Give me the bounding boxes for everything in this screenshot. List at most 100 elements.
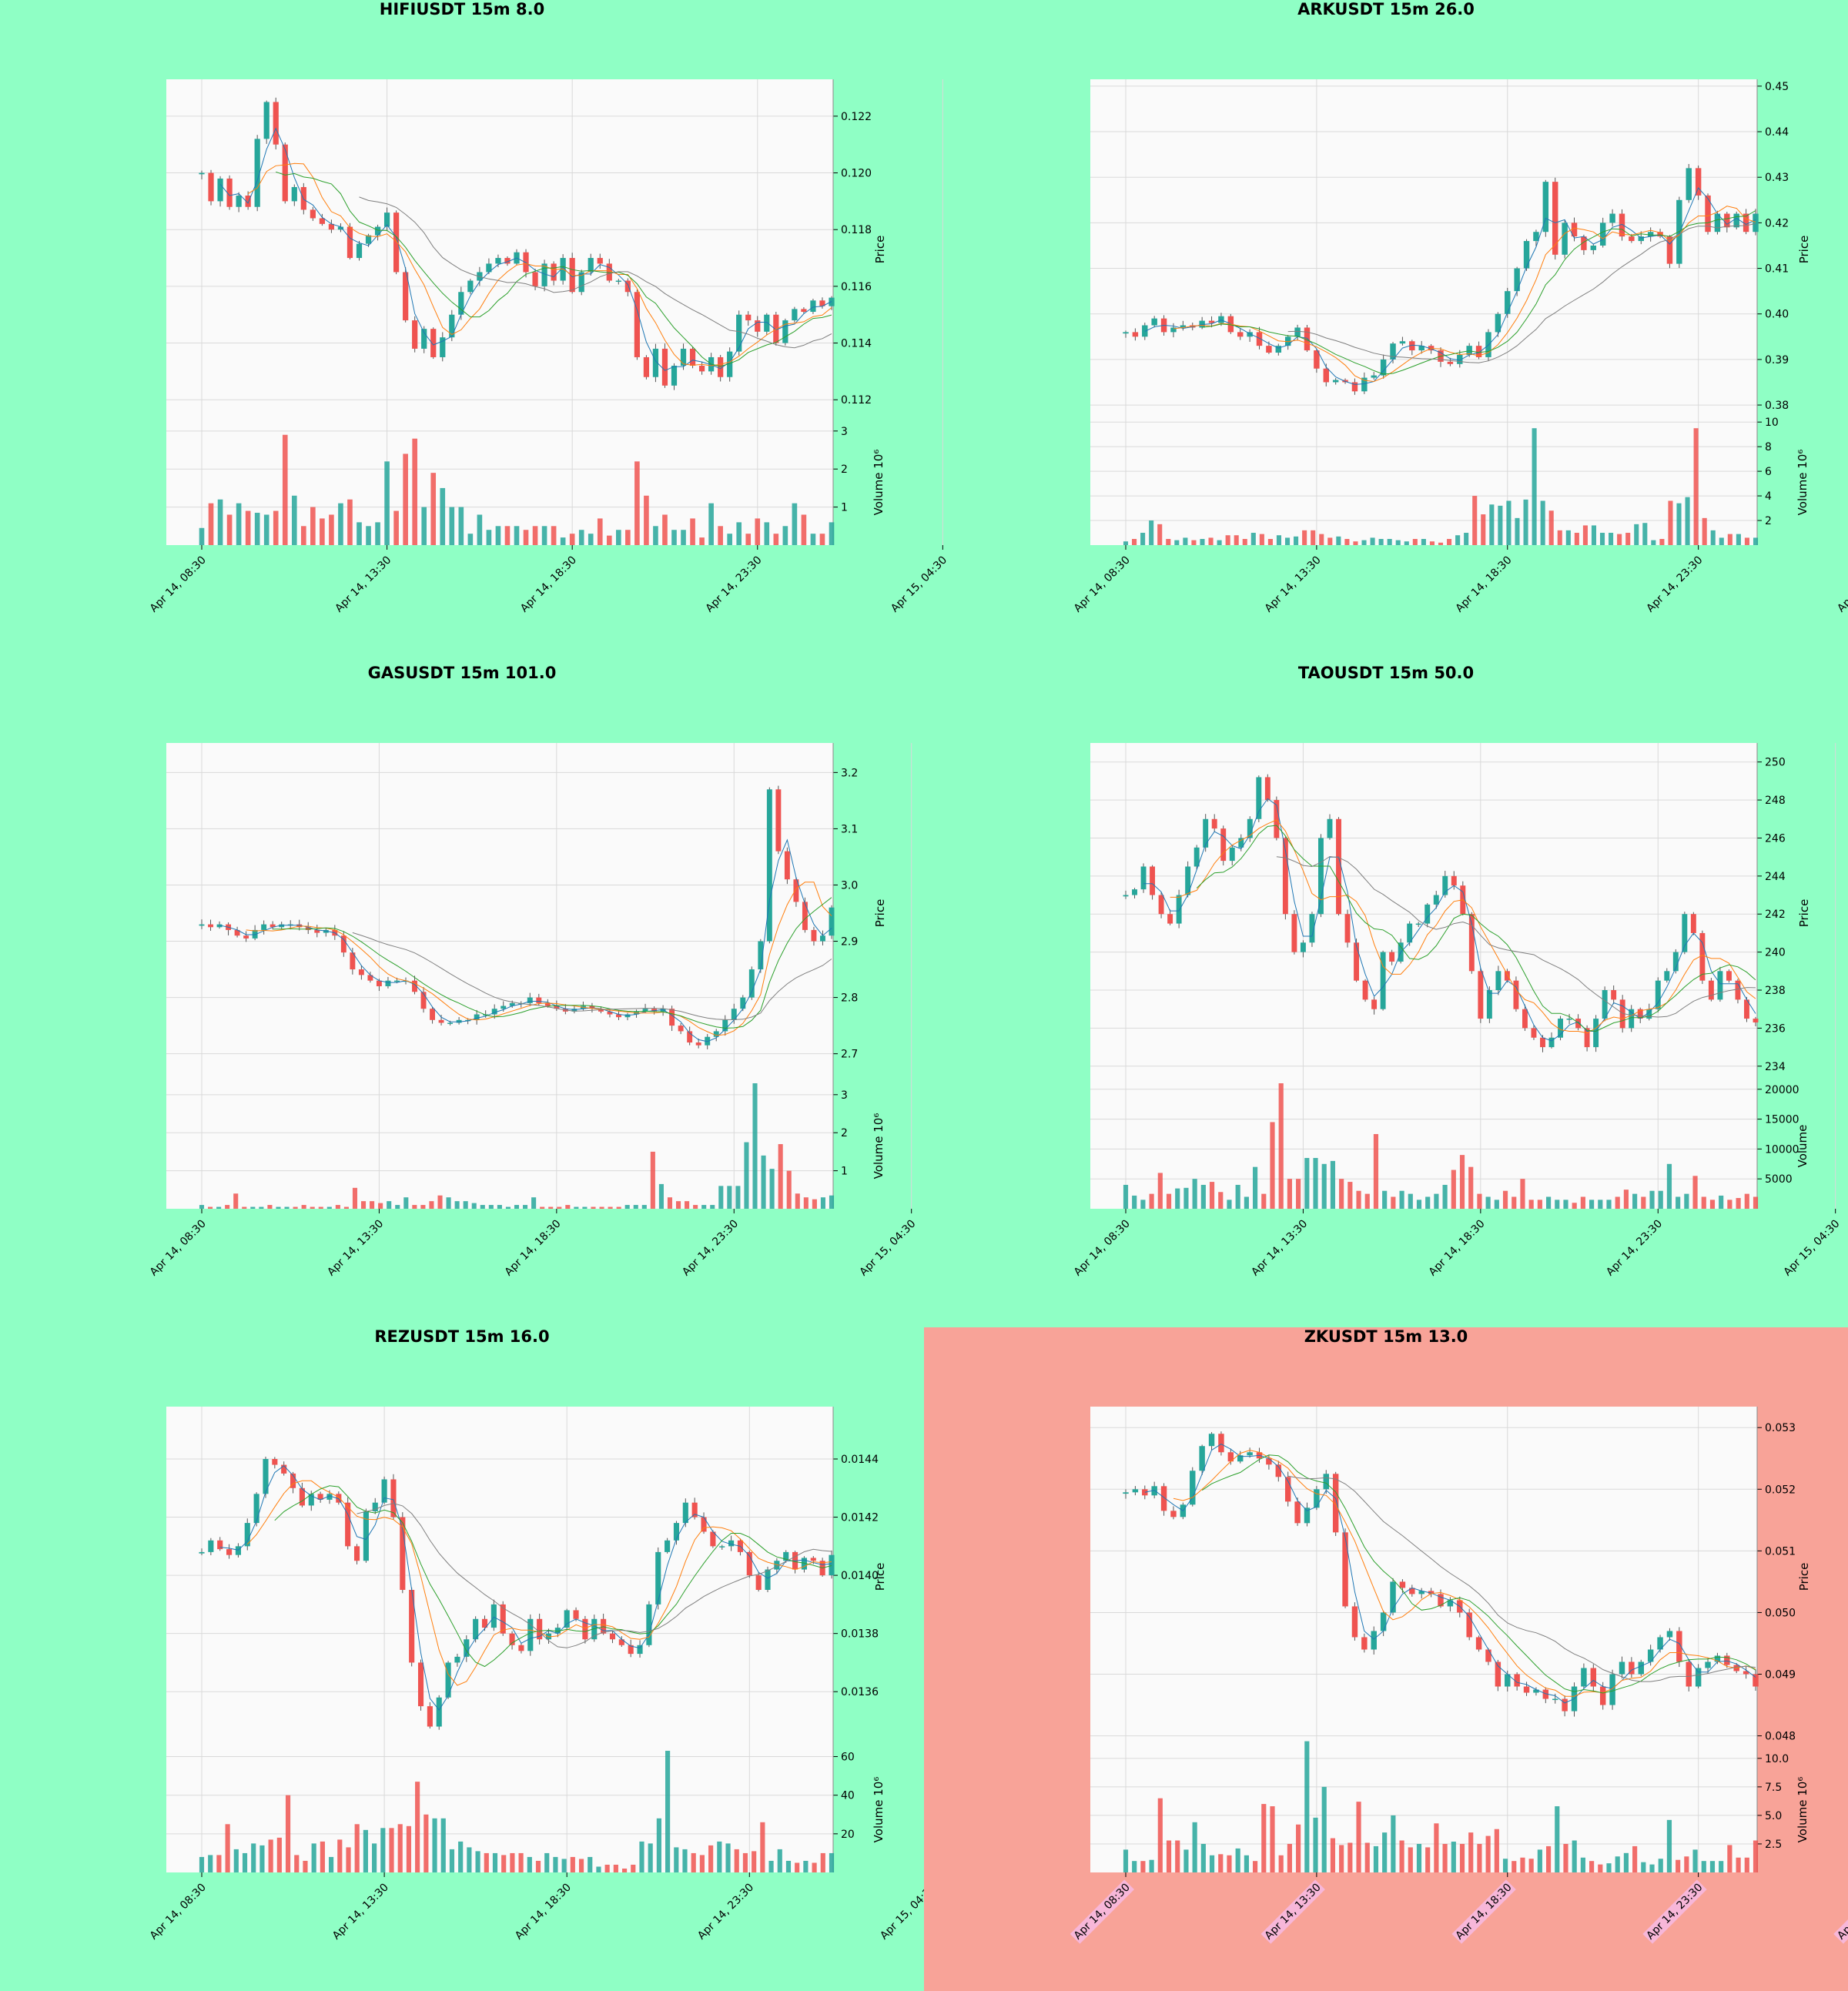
candle-body xyxy=(1247,1452,1253,1456)
volume-bar xyxy=(718,1186,724,1209)
candle-body xyxy=(1282,838,1288,915)
candle-body xyxy=(682,1502,688,1524)
candle-body xyxy=(1514,268,1520,292)
candle-body xyxy=(1562,223,1568,255)
candle-body xyxy=(412,980,417,992)
price-tick-label: 0.39 xyxy=(1765,354,1789,366)
candle-body xyxy=(1629,1009,1635,1029)
volume-bar xyxy=(1753,537,1759,545)
candle-body xyxy=(1433,895,1439,905)
candle-body xyxy=(1264,777,1270,801)
candle-body xyxy=(1629,236,1635,242)
candle-body xyxy=(1208,320,1215,323)
volume-bar xyxy=(226,514,233,545)
volume-tick-label: 5.0 xyxy=(1765,1810,1782,1822)
candle-body xyxy=(252,929,258,939)
candle-body xyxy=(1123,895,1129,897)
candle-body xyxy=(589,1006,595,1009)
candle-body xyxy=(1542,182,1549,233)
candle-body xyxy=(1602,990,1608,1019)
price-tick-label: 238 xyxy=(1765,985,1786,997)
date-tick-label: Apr 14, 23:30 xyxy=(1644,1882,1705,1942)
volume-bar xyxy=(1651,540,1656,545)
volume-bar xyxy=(1356,1190,1361,1209)
volume-bar xyxy=(1580,1857,1585,1872)
volume-bar xyxy=(570,1856,575,1872)
price-tick-label: 250 xyxy=(1765,757,1786,769)
volume-bar xyxy=(1123,1849,1129,1872)
volume-bar xyxy=(208,1206,213,1209)
volume-bar xyxy=(1736,1857,1741,1872)
volume-tick-label: 7.5 xyxy=(1765,1782,1782,1794)
candle-body xyxy=(1380,952,1386,1009)
chart-zk: 0.048 0.049 0.050 0.051 0.052 0.053 2.5 5.0 7.5 1… xyxy=(924,1327,1848,1991)
volume-panel xyxy=(166,1083,833,1209)
volume-bar xyxy=(1200,539,1205,545)
price-axis-label: Price xyxy=(1797,1563,1811,1591)
volume-bar xyxy=(1451,1841,1456,1872)
candle-body xyxy=(1705,1661,1711,1668)
price-tick-label: 0.0136 xyxy=(841,1686,879,1698)
volume-bar xyxy=(440,1818,446,1872)
candle-body xyxy=(495,258,501,264)
price-tick-label: 0.120 xyxy=(841,168,872,180)
volume-bar xyxy=(1416,1843,1422,1872)
candle-body xyxy=(353,1546,360,1561)
volume-bar xyxy=(1455,535,1461,545)
volume-bar xyxy=(819,534,825,545)
candle-body xyxy=(345,1502,351,1547)
volume-bar xyxy=(1615,1856,1620,1872)
candle-body xyxy=(328,223,335,230)
volume-bar xyxy=(467,1847,472,1872)
volume-bar xyxy=(613,1864,618,1872)
candle-body xyxy=(1581,236,1587,250)
candle-body xyxy=(385,980,391,986)
date-tick-label: Apr 14, 13:30 xyxy=(1263,1882,1324,1942)
volume-bar xyxy=(1709,1200,1716,1209)
volume-bar xyxy=(557,1206,562,1209)
date-tick-label: Apr 14, 13:30 xyxy=(1249,1218,1310,1279)
candle-body xyxy=(272,1459,278,1465)
volume-bar xyxy=(1140,1861,1146,1872)
candle-body xyxy=(1486,990,1492,1019)
volume-bar xyxy=(1502,1859,1508,1872)
moving-average-line xyxy=(219,838,832,1042)
candle-body xyxy=(326,1494,333,1500)
volume-bar xyxy=(370,1201,375,1209)
volume-bar xyxy=(397,1824,403,1872)
volume-bar xyxy=(412,438,417,545)
volume-bar xyxy=(1606,1200,1612,1209)
candle-body xyxy=(509,1633,515,1645)
candle-body xyxy=(588,258,594,273)
volume-bar xyxy=(1267,539,1273,545)
volume-axis-label: Volume 10⁶ xyxy=(872,1113,886,1180)
candle-body xyxy=(1409,1588,1415,1594)
price-tick-label: 234 xyxy=(1765,1061,1786,1073)
price-tick-label: 2.8 xyxy=(841,992,858,1005)
candle-body xyxy=(1237,332,1244,337)
volume-bar xyxy=(1563,1200,1568,1209)
candle-body xyxy=(554,1006,560,1009)
candle-body xyxy=(291,186,297,202)
candle-body xyxy=(1676,1631,1682,1662)
candle-body xyxy=(597,258,603,264)
candle-body xyxy=(651,1009,658,1012)
volume-bar xyxy=(236,503,242,545)
volume-bar xyxy=(1589,1200,1595,1209)
price-tick-label: 2.7 xyxy=(841,1049,858,1061)
date-tick-label-bg xyxy=(1260,1879,1325,1944)
volume-bar xyxy=(1132,1195,1137,1209)
volume-bar xyxy=(548,1206,554,1209)
volume-bar xyxy=(553,1856,558,1872)
volume-bar xyxy=(1200,1843,1206,1872)
volume-bar xyxy=(1736,1198,1741,1209)
price-tick-label: 0.0140 xyxy=(841,1570,879,1582)
candle-body xyxy=(1533,232,1539,242)
price-tick-label: 0.052 xyxy=(1765,1484,1796,1496)
candle-body xyxy=(1619,1661,1625,1675)
volume-bar xyxy=(1149,1859,1154,1872)
volume-bar xyxy=(574,1206,579,1209)
volume-bar xyxy=(263,514,270,545)
volume-bar xyxy=(475,1851,480,1872)
moving-average-line xyxy=(357,1503,832,1648)
